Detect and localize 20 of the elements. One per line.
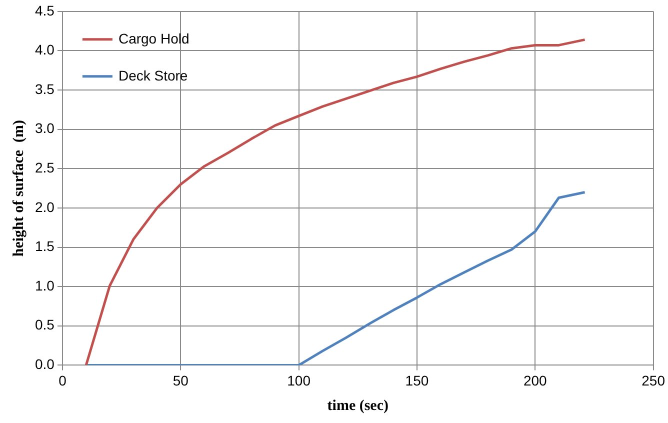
y-tick-label: 1.0 — [34, 277, 55, 294]
x-tick-label: 200 — [523, 372, 548, 388]
y-tick-label: 3.5 — [34, 80, 55, 97]
y-tick-label: 0.5 — [34, 316, 55, 333]
y-tick-label: 3.0 — [34, 120, 55, 136]
y-tick-label: 4.0 — [34, 42, 55, 58]
y-axis-title: height of surface (m) — [10, 120, 27, 257]
y-tick-label: 0.0 — [34, 356, 55, 372]
x-tick-label: 150 — [405, 372, 429, 388]
x-tick-label: 0 — [58, 372, 67, 388]
y-tick-label: 1.5 — [34, 238, 55, 254]
x-tick-label: 100 — [287, 372, 311, 388]
x-axis-title: time (sec) — [327, 398, 388, 414]
x-tick-label: 250 — [642, 372, 666, 388]
x-tick-label: 50 — [172, 372, 189, 388]
y-tick-label: 4.5 — [34, 2, 55, 18]
legend-label: Deck Store — [118, 67, 188, 84]
legend-label: Cargo Hold — [118, 30, 190, 46]
y-tick-label: 2.5 — [34, 160, 55, 176]
y-tick-label: 2.0 — [34, 198, 55, 215]
